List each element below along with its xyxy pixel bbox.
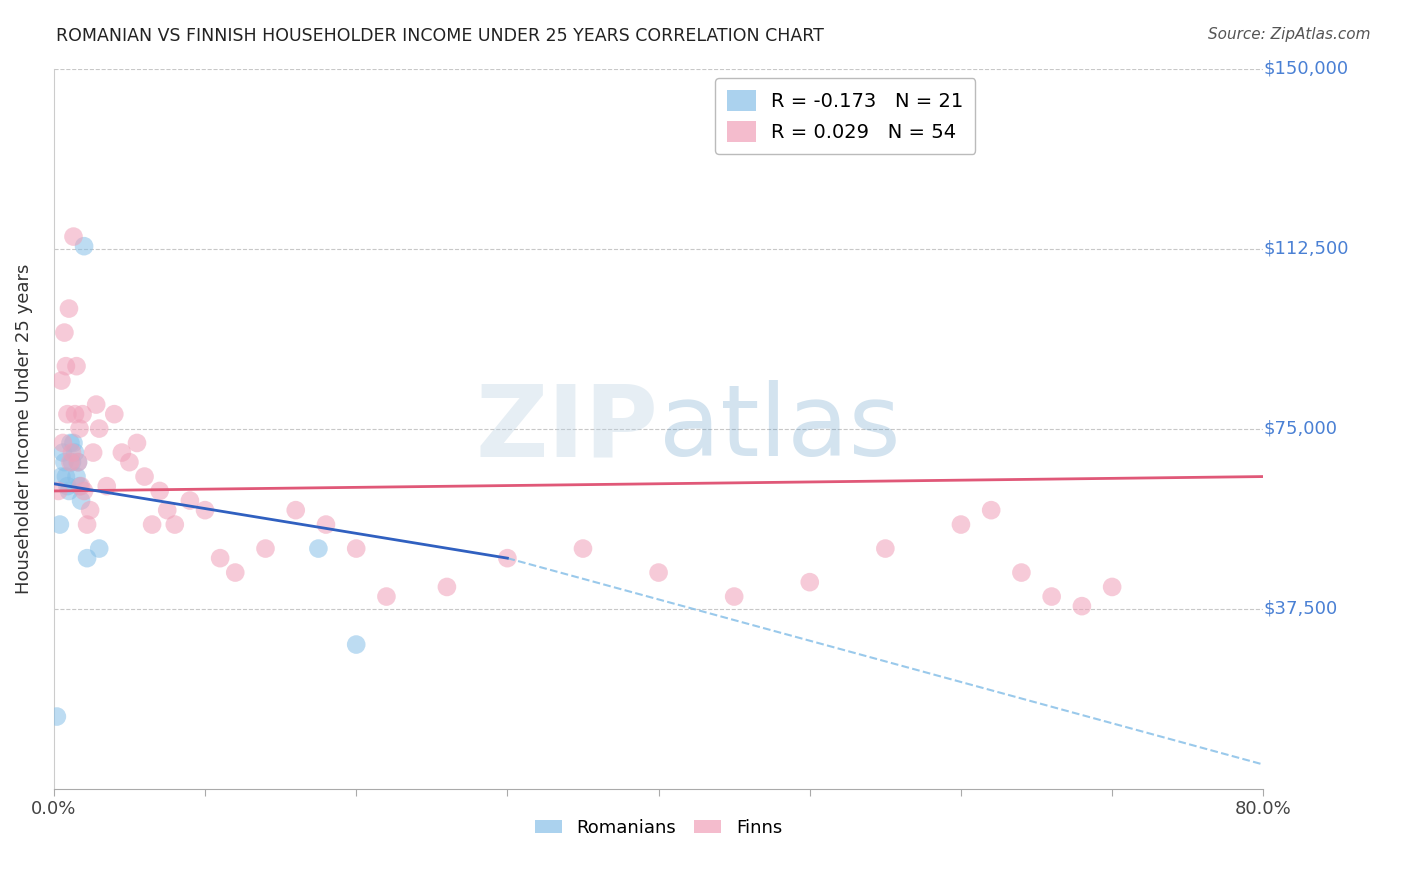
Point — [60, 455, 83, 469]
Point — [149, 483, 172, 498]
Point — [52, 445, 75, 459]
Point — [53, 455, 76, 469]
Point — [344, 638, 367, 652]
Point — [84, 398, 107, 412]
Point — [1010, 566, 1032, 580]
Point — [51, 374, 73, 388]
Point — [69, 479, 91, 493]
Point — [284, 503, 307, 517]
Point — [72, 407, 94, 421]
Point — [60, 445, 83, 459]
Point — [156, 503, 179, 517]
Point — [69, 421, 91, 435]
Text: ZIP: ZIP — [475, 380, 658, 477]
Point — [53, 326, 76, 340]
Point — [111, 445, 134, 459]
Y-axis label: Householder Income Under 25 years: Householder Income Under 25 years — [15, 263, 32, 594]
Point — [59, 455, 82, 469]
Point — [224, 566, 246, 580]
Point — [799, 575, 821, 590]
Point — [63, 445, 86, 459]
Point — [96, 479, 118, 493]
Text: $150,000: $150,000 — [1264, 60, 1348, 78]
Point — [66, 455, 89, 469]
Point — [134, 469, 156, 483]
Text: ROMANIAN VS FINNISH HOUSEHOLDER INCOME UNDER 25 YEARS CORRELATION CHART: ROMANIAN VS FINNISH HOUSEHOLDER INCOME U… — [56, 27, 824, 45]
Point — [70, 493, 93, 508]
Point — [65, 359, 87, 374]
Point — [45, 709, 67, 723]
Text: atlas: atlas — [658, 380, 900, 477]
Point — [118, 455, 141, 469]
Point — [344, 541, 367, 556]
Text: $75,000: $75,000 — [1264, 419, 1337, 438]
Point — [875, 541, 897, 556]
Point — [194, 503, 217, 517]
Point — [141, 517, 163, 532]
Text: $37,500: $37,500 — [1264, 599, 1337, 617]
Text: Source: ZipAtlas.com: Source: ZipAtlas.com — [1208, 27, 1371, 42]
Point — [66, 455, 89, 469]
Point — [62, 436, 84, 450]
Point — [496, 551, 519, 566]
Point — [1040, 590, 1063, 604]
Point — [163, 517, 186, 532]
Point — [59, 436, 82, 450]
Point — [89, 541, 111, 556]
Point — [51, 469, 73, 483]
Point — [1070, 599, 1092, 614]
Point — [76, 551, 98, 566]
Legend: Romanians, Finns: Romanians, Finns — [527, 812, 789, 845]
Point — [647, 566, 669, 580]
Point — [56, 479, 79, 493]
Point — [62, 229, 84, 244]
Point — [315, 517, 337, 532]
Point — [125, 436, 148, 450]
Point — [48, 483, 70, 498]
Point — [65, 469, 87, 483]
Point — [254, 541, 277, 556]
Point — [980, 503, 1002, 517]
Text: $112,500: $112,500 — [1264, 240, 1348, 258]
Point — [52, 436, 75, 450]
Point — [63, 407, 86, 421]
Point — [179, 493, 201, 508]
Point — [76, 517, 98, 532]
Point — [55, 469, 77, 483]
Point — [79, 503, 101, 517]
Point — [723, 590, 745, 604]
Point — [89, 421, 111, 435]
Point — [55, 359, 77, 374]
Point — [58, 301, 80, 316]
Point — [56, 407, 79, 421]
Point — [73, 483, 96, 498]
Point — [949, 517, 972, 532]
Point — [82, 445, 104, 459]
Point — [307, 541, 329, 556]
Point — [436, 580, 458, 594]
Point — [1101, 580, 1123, 594]
Point — [49, 517, 72, 532]
Point — [209, 551, 232, 566]
Point — [103, 407, 125, 421]
Point — [58, 483, 80, 498]
Point — [375, 590, 398, 604]
Point — [572, 541, 595, 556]
Point — [73, 239, 96, 253]
Point — [70, 479, 93, 493]
